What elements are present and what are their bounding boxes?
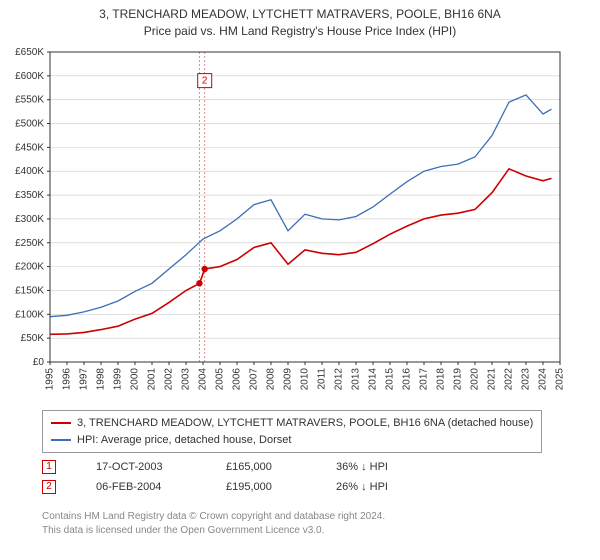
- svg-text:2005: 2005: [215, 368, 226, 391]
- transaction-row: 2 06-FEB-2004 £195,000 26% ↓ HPI: [42, 480, 426, 494]
- footer: Contains HM Land Registry data © Crown c…: [42, 510, 385, 538]
- transaction-marker-2: 2: [42, 480, 56, 494]
- svg-text:1995: 1995: [45, 368, 56, 391]
- transaction-delta: 26% ↓ HPI: [336, 481, 426, 493]
- svg-text:2010: 2010: [300, 368, 311, 391]
- legend: 3, TRENCHARD MEADOW, LYTCHETT MATRAVERS,…: [42, 410, 542, 453]
- svg-text:2003: 2003: [181, 368, 192, 391]
- svg-text:£600K: £600K: [15, 71, 44, 82]
- svg-text:1997: 1997: [79, 368, 90, 391]
- transaction-marker-1: 1: [42, 460, 56, 474]
- transaction-delta: 36% ↓ HPI: [336, 461, 426, 473]
- svg-text:2000: 2000: [130, 368, 141, 391]
- legend-swatch-hpi: [51, 439, 71, 441]
- svg-text:2023: 2023: [521, 368, 532, 391]
- legend-swatch-property: [51, 422, 71, 424]
- svg-text:£0: £0: [33, 357, 45, 368]
- title-line2: Price paid vs. HM Land Registry's House …: [0, 23, 600, 40]
- svg-text:£350K: £350K: [15, 190, 44, 201]
- chart-svg: £0 £50K £100K £150K £200K £250K £300K £350K £400…: [0, 42, 600, 402]
- transaction-date: 17-OCT-2003: [96, 461, 186, 473]
- svg-text:£150K: £150K: [15, 285, 44, 296]
- svg-text:2008: 2008: [266, 368, 277, 391]
- svg-text:2007: 2007: [249, 368, 260, 391]
- svg-text:2013: 2013: [351, 368, 362, 391]
- svg-text:£50K: £50K: [21, 333, 45, 344]
- transaction-date: 06-FEB-2004: [96, 481, 186, 493]
- svg-text:2014: 2014: [368, 368, 379, 391]
- svg-text:£400K: £400K: [15, 166, 44, 177]
- transaction-marker-2-num: 2: [46, 482, 52, 492]
- svg-text:2024: 2024: [538, 368, 549, 391]
- svg-text:2015: 2015: [385, 368, 396, 391]
- svg-text:£450K: £450K: [15, 142, 44, 153]
- svg-text:£650K: £650K: [15, 47, 44, 58]
- svg-text:2018: 2018: [436, 368, 447, 391]
- svg-text:£250K: £250K: [15, 238, 44, 249]
- svg-text:£100K: £100K: [15, 309, 44, 320]
- line-chart: £0 £50K £100K £150K £200K £250K £300K £350K £400…: [0, 42, 600, 402]
- svg-text:2009: 2009: [283, 368, 294, 391]
- svg-text:2: 2: [202, 76, 208, 87]
- chart-container: 3, TRENCHARD MEADOW, LYTCHETT MATRAVERS,…: [0, 0, 600, 560]
- svg-text:£200K: £200K: [15, 262, 44, 273]
- svg-text:£500K: £500K: [15, 119, 44, 130]
- footer-line1: Contains HM Land Registry data © Crown c…: [42, 510, 385, 524]
- svg-text:2001: 2001: [147, 368, 158, 391]
- svg-text:1996: 1996: [62, 368, 73, 391]
- svg-text:2021: 2021: [487, 368, 498, 391]
- legend-row-property: 3, TRENCHARD MEADOW, LYTCHETT MATRAVERS,…: [51, 415, 533, 432]
- transaction-price: £195,000: [226, 481, 296, 493]
- svg-text:£300K: £300K: [15, 214, 44, 225]
- svg-text:2012: 2012: [334, 368, 345, 391]
- svg-text:2022: 2022: [504, 368, 515, 391]
- legend-label-property: 3, TRENCHARD MEADOW, LYTCHETT MATRAVERS,…: [77, 415, 533, 432]
- svg-text:1998: 1998: [96, 368, 107, 391]
- chart-title: 3, TRENCHARD MEADOW, LYTCHETT MATRAVERS,…: [0, 0, 600, 40]
- transaction-row: 1 17-OCT-2003 £165,000 36% ↓ HPI: [42, 460, 426, 474]
- svg-text:2025: 2025: [555, 368, 566, 391]
- svg-text:2004: 2004: [198, 368, 209, 391]
- transaction-marker-1-num: 1: [46, 462, 52, 472]
- legend-row-hpi: HPI: Average price, detached house, Dors…: [51, 432, 533, 449]
- svg-text:2002: 2002: [164, 368, 175, 391]
- svg-text:1999: 1999: [113, 368, 124, 391]
- svg-text:2016: 2016: [402, 368, 413, 391]
- svg-text:2006: 2006: [232, 368, 243, 391]
- transaction-price: £165,000: [226, 461, 296, 473]
- svg-text:2019: 2019: [453, 368, 464, 391]
- transaction-table: 1 17-OCT-2003 £165,000 36% ↓ HPI 2 06-FE…: [42, 460, 426, 500]
- svg-text:2017: 2017: [419, 368, 430, 391]
- title-line1: 3, TRENCHARD MEADOW, LYTCHETT MATRAVERS,…: [0, 6, 600, 23]
- legend-label-hpi: HPI: Average price, detached house, Dors…: [77, 432, 291, 449]
- svg-text:£550K: £550K: [15, 95, 44, 106]
- footer-line2: This data is licensed under the Open Gov…: [42, 524, 385, 538]
- svg-text:2011: 2011: [317, 368, 328, 390]
- svg-text:2020: 2020: [470, 368, 481, 391]
